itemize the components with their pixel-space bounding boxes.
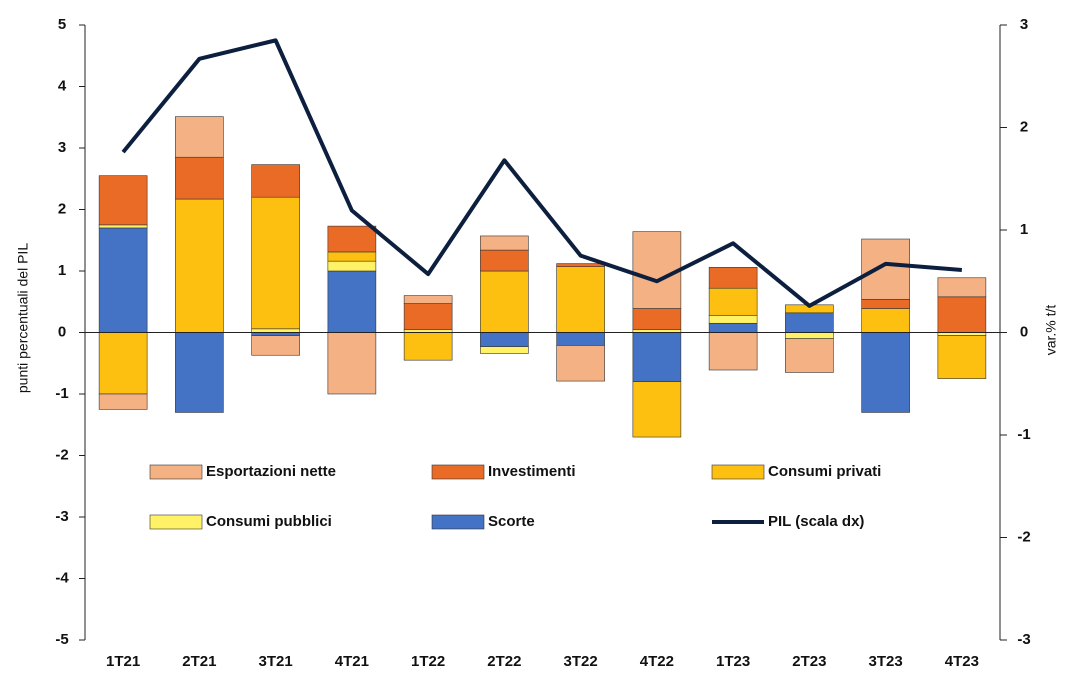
y2-tick-label: 3 xyxy=(1020,16,1028,33)
x-tick-label: 3T21 xyxy=(259,653,293,670)
bar-segment xyxy=(403,332,453,361)
bar-segment xyxy=(327,251,377,262)
bar-segment xyxy=(403,303,453,330)
x-tick-label: 1T21 xyxy=(106,653,140,670)
bar-segment xyxy=(98,175,148,226)
y2-axis-title: var.% t/t xyxy=(1043,305,1059,356)
bar-segment xyxy=(556,345,605,382)
x-tick-label: 3T22 xyxy=(564,653,598,670)
bar-segment xyxy=(175,116,224,158)
bar-segment xyxy=(708,322,758,333)
y-axis-title: punti percentuali del PIL xyxy=(15,243,31,393)
bar-segment xyxy=(708,287,758,316)
y-tick-label: -3 xyxy=(55,508,68,525)
y-tick-label: -5 xyxy=(55,631,68,648)
bar-segment xyxy=(98,393,148,410)
y-tick-label: 0 xyxy=(58,323,66,340)
x-tick-label: 4T21 xyxy=(335,653,369,670)
y-tick-label: 2 xyxy=(58,200,66,217)
bar-segment xyxy=(403,295,453,304)
bar-segment xyxy=(708,267,758,289)
y2-tick-label: 1 xyxy=(1020,221,1028,238)
bar-segment xyxy=(480,270,529,333)
legend-label: Investimenti xyxy=(488,463,576,480)
bar-segment xyxy=(556,266,605,333)
y2-tick-label: -1 xyxy=(1017,426,1030,443)
bar-segment xyxy=(632,231,682,309)
bar-segment xyxy=(632,332,682,383)
legend-label: Scorte xyxy=(488,513,535,530)
bar-segment xyxy=(785,332,834,339)
x-tick-label: 4T22 xyxy=(640,653,674,670)
bar-segment xyxy=(861,238,910,300)
x-tick-label: 1T22 xyxy=(411,653,445,670)
bar-segment xyxy=(937,296,987,333)
x-tick-label: 2T22 xyxy=(487,653,521,670)
y2-tick-label: -2 xyxy=(1017,528,1030,545)
bar-segment xyxy=(327,270,377,333)
legend-label: Consumi pubblici xyxy=(206,513,332,530)
y2-tick-label: -3 xyxy=(1017,631,1030,648)
line-series xyxy=(121,38,963,308)
x-tick-label: 1T23 xyxy=(716,653,750,670)
y-tick-label: -2 xyxy=(55,446,68,463)
y-tick-label: 5 xyxy=(58,16,66,33)
bar-segment xyxy=(937,335,987,379)
bar-segment xyxy=(175,332,224,413)
x-tick-label: 3T23 xyxy=(869,653,903,670)
bar-segment xyxy=(785,338,834,373)
y-tick-label: -1 xyxy=(55,385,68,402)
legend-label: PIL (scala dx) xyxy=(768,513,864,530)
legend-swatch xyxy=(711,464,765,480)
legend-label: Esportazioni nette xyxy=(206,463,336,480)
bar-segment xyxy=(632,381,682,438)
bar-segment xyxy=(175,198,224,333)
bar-segment xyxy=(480,332,529,347)
bar-segment xyxy=(98,332,148,395)
x-tick-label: 2T21 xyxy=(182,653,216,670)
y2-tick-label: 2 xyxy=(1020,118,1028,135)
x-tick-label: 4T23 xyxy=(945,653,979,670)
bar-segment xyxy=(98,224,148,229)
bar-segment xyxy=(98,227,148,333)
y-tick-label: 4 xyxy=(58,77,67,94)
legend-swatch xyxy=(431,514,485,530)
y2-tick-label: 0 xyxy=(1020,323,1028,340)
bar-segment xyxy=(480,346,529,354)
legend-swatch xyxy=(149,514,203,530)
legend-swatch xyxy=(431,464,485,480)
bar-segment xyxy=(480,249,529,272)
bar-segment xyxy=(251,328,300,333)
y-tick-label: 3 xyxy=(58,139,66,156)
bar-segment xyxy=(327,260,377,272)
bar-segment xyxy=(556,263,605,267)
y-tick-label: 1 xyxy=(58,262,66,279)
bar-segment xyxy=(480,235,529,251)
bar-segment xyxy=(785,312,834,333)
bar-segment xyxy=(251,164,300,198)
bar-segment xyxy=(327,332,377,395)
bar-segment xyxy=(175,156,224,200)
bar-segment xyxy=(861,332,910,413)
x-tick-label: 2T23 xyxy=(792,653,826,670)
bar-segment xyxy=(632,308,682,330)
legend-swatch xyxy=(149,464,203,480)
bar-segment xyxy=(861,298,910,309)
bar-segment xyxy=(937,277,987,298)
legend-label: Consumi privati xyxy=(768,463,881,480)
bar-segment xyxy=(251,335,300,356)
bar-segment xyxy=(251,196,300,330)
y-tick-label: -4 xyxy=(55,569,69,586)
bar-segment xyxy=(708,332,758,371)
bar-segment xyxy=(327,225,377,253)
bar-segment xyxy=(556,332,605,346)
bar-segment xyxy=(708,314,758,324)
bar-segment xyxy=(861,308,910,333)
